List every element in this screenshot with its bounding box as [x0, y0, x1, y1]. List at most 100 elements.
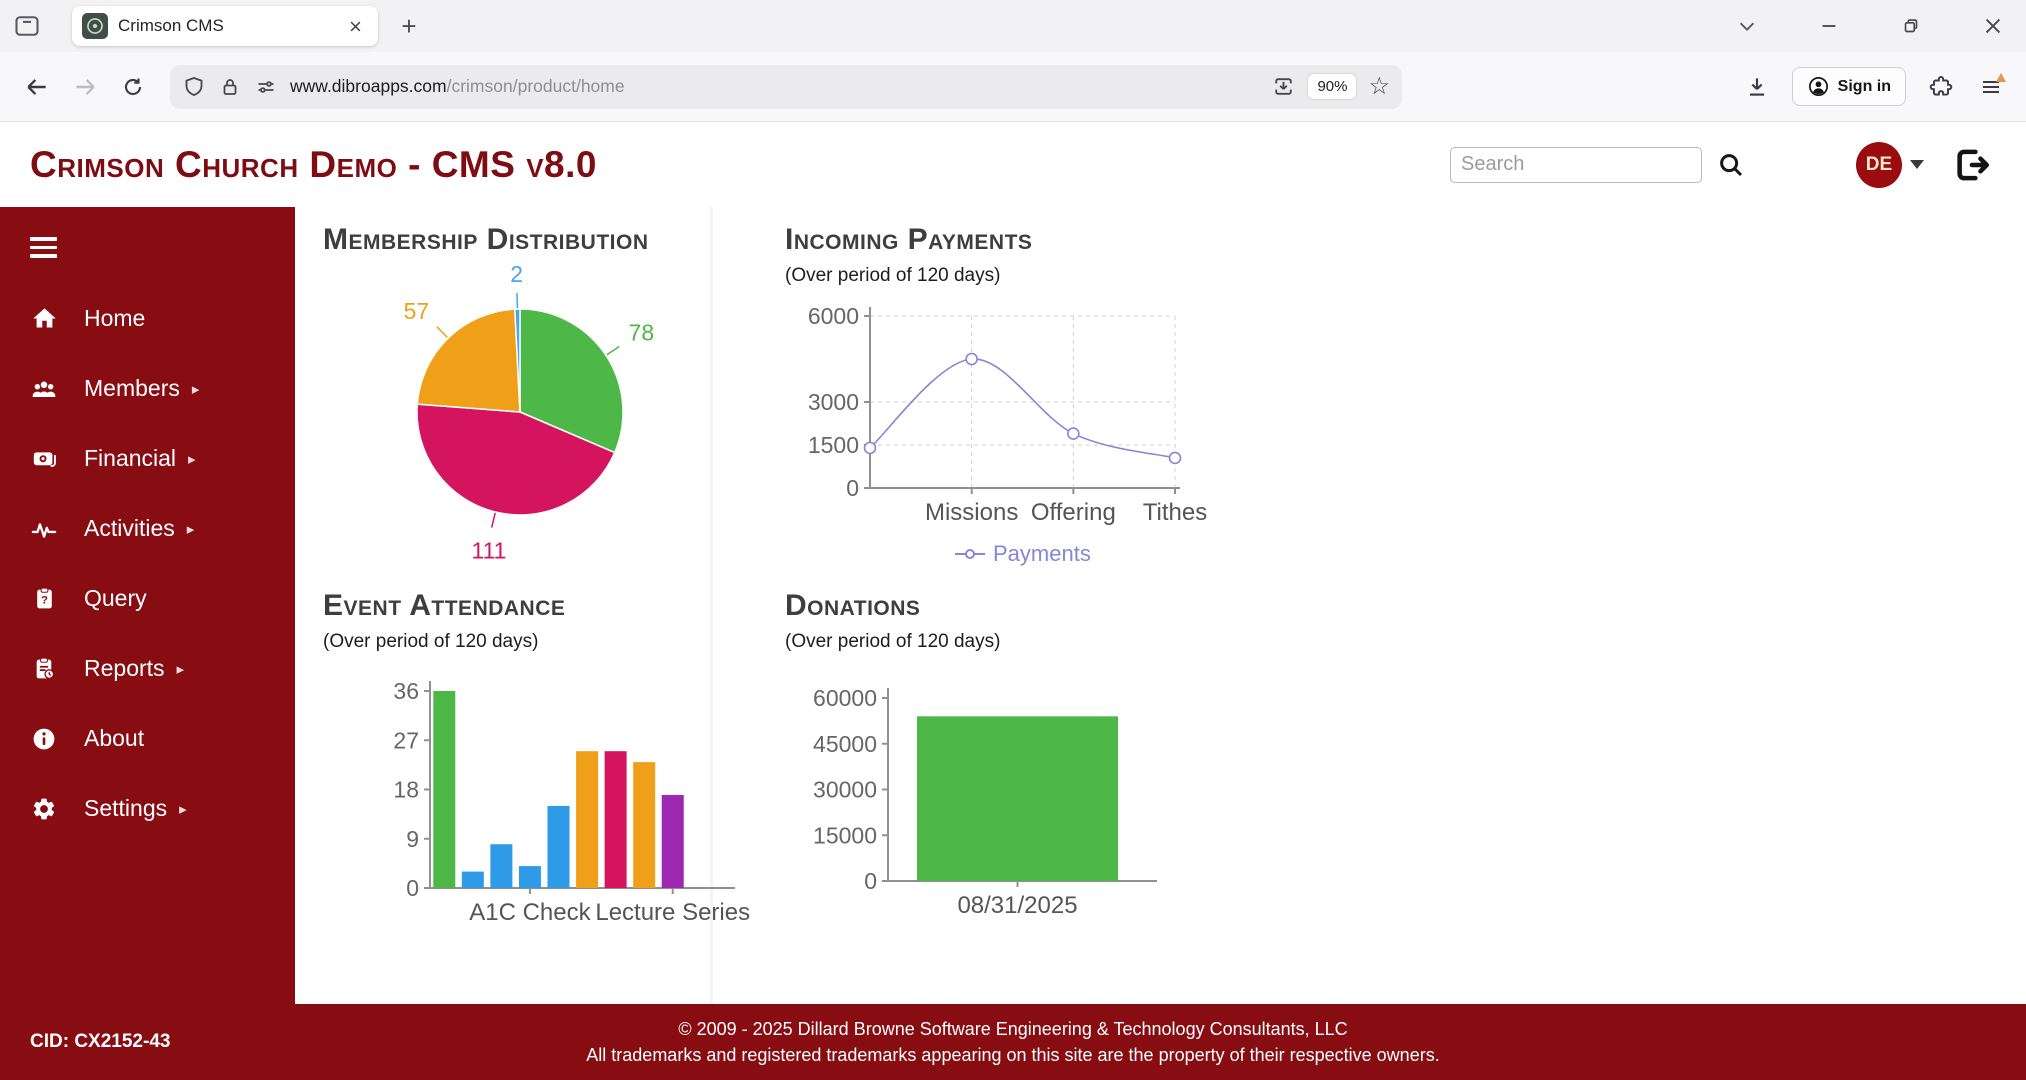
url-bar[interactable]: www.dibroapps.com/crimson/product/home 9…	[170, 64, 1402, 109]
event-attendance-block: Event Attendance (Over period of 120 day…	[323, 589, 785, 963]
url-text[interactable]: www.dibroapps.com/crimson/product/home	[290, 76, 625, 97]
submenu-caret-icon: ▸	[176, 660, 185, 678]
minimize-button[interactable]	[1814, 11, 1844, 41]
tab-list-chevron-icon[interactable]	[1732, 11, 1762, 41]
bar	[633, 762, 656, 888]
sidebar-item-reports[interactable]: Reports ▸	[0, 634, 295, 704]
sign-in-button[interactable]: Sign in	[1791, 67, 1906, 106]
submenu-caret-icon: ▸	[186, 520, 195, 538]
url-path: /crimson/product/home	[446, 76, 625, 96]
svg-text:18: 18	[393, 777, 419, 803]
svg-text:Lecture Series: Lecture Series	[595, 899, 750, 926]
svg-text:08/31/2025: 08/31/2025	[957, 892, 1077, 919]
chart-subtitle: (Over period of 120 days)	[785, 631, 1001, 652]
pie-slice-value: 2	[510, 261, 523, 287]
sidebar-hamburger-icon[interactable]	[30, 237, 57, 258]
sidebar-item-label: Home	[84, 305, 146, 331]
bar	[604, 751, 627, 888]
permissions-icon[interactable]	[254, 75, 278, 99]
main-content: Membership Distribution 78 111 57 2 Incomin…	[295, 207, 2026, 1004]
svg-text:1500: 1500	[808, 432, 859, 458]
sidebar-item-activities[interactable]: Activities ▸	[0, 494, 295, 564]
back-button[interactable]	[20, 70, 54, 104]
members-icon	[30, 375, 58, 403]
submenu-caret-icon: ▸	[188, 450, 196, 468]
firefox-view-icon[interactable]	[10, 9, 44, 43]
bar	[433, 691, 456, 888]
account-icon	[1808, 77, 1828, 96]
reports-icon	[30, 655, 58, 683]
sidebar: Home Members ▸ Financial ▸ Activities ▸ …	[0, 207, 295, 1004]
menu-hamburger-icon[interactable]	[1976, 72, 2006, 102]
search-input[interactable]	[1450, 146, 1702, 183]
shield-icon[interactable]	[182, 75, 206, 99]
legend-label: Payments	[993, 541, 1091, 566]
search-icon[interactable]	[1716, 150, 1746, 180]
tab-favicon	[82, 13, 108, 39]
submenu-caret-icon: ▸	[179, 800, 187, 818]
sidebar-item-label: Members	[84, 375, 180, 401]
menu-notification-dot	[1996, 72, 2006, 82]
sidebar-item-home[interactable]: Home	[0, 284, 295, 354]
sidebar-item-label: Reports	[84, 655, 165, 681]
sidebar-item-about[interactable]: About	[0, 704, 295, 774]
url-host: www.dibroapps.com	[290, 76, 447, 96]
tab-close-icon[interactable]	[342, 13, 368, 39]
svg-text:?: ?	[41, 595, 48, 607]
chart-legend[interactable]: Payments	[955, 541, 2026, 567]
bar	[917, 716, 1118, 881]
reload-button[interactable]	[116, 70, 150, 104]
payments-line-chart: 0 1500 3000 6000 Missions Offering Tithes	[808, 303, 1207, 526]
payments-line	[869, 358, 1176, 459]
donations-bar-chart: 0 15000 30000 45000 60000 08/31/2025	[813, 685, 1157, 919]
extensions-puzzle-icon[interactable]	[1928, 74, 1954, 100]
zoom-level-badge[interactable]: 90%	[1308, 74, 1357, 99]
lock-icon[interactable]	[218, 75, 242, 99]
sidebar-item-financial[interactable]: Financial ▸	[0, 424, 295, 494]
home-icon	[30, 305, 58, 333]
legend-marker-icon	[955, 549, 985, 559]
avatar-caret-icon[interactable]	[1910, 160, 1924, 169]
bar	[461, 871, 484, 888]
sidebar-item-query[interactable]: ? Query	[0, 564, 295, 634]
svg-text:0: 0	[864, 868, 877, 894]
column-divider	[710, 207, 713, 1004]
bar	[576, 751, 599, 888]
pie-slice-value: 111	[472, 537, 507, 563]
logout-icon[interactable]	[1950, 144, 1992, 186]
app-header: Crimson Church Demo - CMS v8.0 DE	[0, 122, 2026, 207]
svg-text:Offering: Offering	[1031, 499, 1116, 526]
sidebar-item-label: Activities	[84, 515, 175, 541]
pie-slice	[416, 308, 521, 413]
sidebar-item-settings[interactable]: Settings ▸	[0, 774, 295, 844]
close-button[interactable]	[1978, 11, 2008, 41]
bar	[661, 794, 684, 888]
sidebar-item-label: About	[84, 725, 145, 751]
settings-icon	[30, 795, 58, 823]
chart-title: Donations	[785, 589, 921, 622]
tab-crimson-cms[interactable]: Crimson CMS	[72, 6, 378, 46]
forward-button[interactable]	[68, 70, 102, 104]
trademark-line: All trademarks and registered trademarks…	[586, 1044, 1440, 1065]
new-tab-button[interactable]: +	[401, 10, 417, 41]
bar	[490, 844, 513, 888]
donations-block: Donations (Over period of 120 days) 0 150…	[785, 589, 2026, 963]
data-point	[1067, 427, 1080, 440]
bookmark-star-icon[interactable]: ☆	[1368, 72, 1390, 100]
incoming-payments-block: Incoming Payments (Over period of 120 da…	[785, 223, 2026, 589]
svg-text:27: 27	[393, 727, 419, 753]
sidebar-item-members[interactable]: Members ▸	[0, 354, 295, 424]
financial-icon	[30, 445, 58, 473]
svg-text:15000: 15000	[813, 822, 877, 848]
restore-button[interactable]	[1896, 11, 1926, 41]
svg-text:Missions: Missions	[925, 499, 1018, 526]
avatar[interactable]: DE	[1856, 141, 1902, 188]
bar	[547, 805, 570, 888]
pie-slice-value: 78	[629, 319, 655, 345]
save-page-icon[interactable]	[1271, 74, 1296, 99]
page-title: Crimson Church Demo - CMS v8.0	[30, 143, 597, 185]
svg-text:3000: 3000	[808, 389, 859, 415]
sidebar-item-label: Settings	[84, 795, 168, 821]
downloads-icon[interactable]	[1744, 74, 1770, 100]
